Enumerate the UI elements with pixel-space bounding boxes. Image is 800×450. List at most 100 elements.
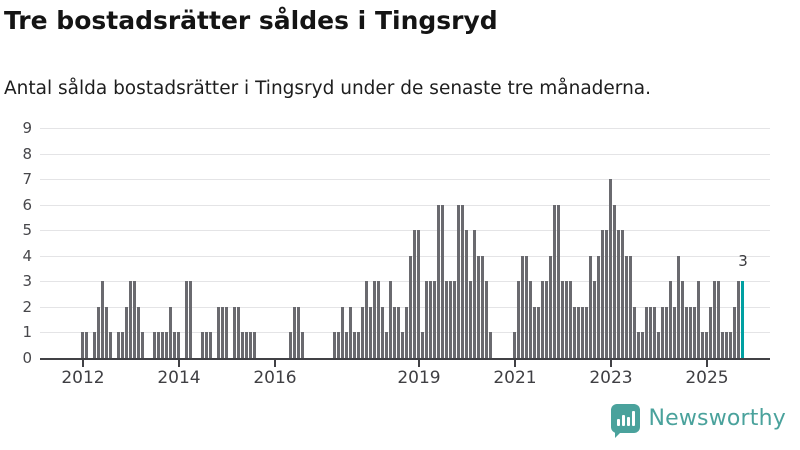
bar-2016-08	[301, 332, 304, 358]
bar-2024-04	[669, 281, 672, 358]
last-value-label: 3	[738, 252, 748, 270]
bar-2022-08	[589, 255, 592, 358]
bar-2018-03	[377, 281, 380, 358]
bar-2021-05	[529, 281, 532, 358]
bar-2016-07	[297, 306, 300, 358]
bar-2012-02	[85, 332, 88, 358]
y-axis-label-3: 3	[22, 272, 32, 291]
bar-2019-07	[441, 204, 444, 358]
bar-2023-05	[625, 255, 628, 358]
x-axis-label-2014: 2014	[157, 368, 201, 388]
gridline-y6	[40, 204, 770, 206]
x-axis-tick-2023	[610, 360, 612, 367]
bar-2025-08	[733, 306, 736, 358]
x-axis-tick-2016	[274, 360, 276, 367]
bar-2023-11	[649, 306, 652, 358]
bar-2019-08	[445, 281, 448, 358]
bar-2021-04	[525, 255, 528, 358]
bar-2013-11	[169, 306, 172, 358]
bar-2018-09	[401, 332, 404, 358]
bar-2020-05	[481, 255, 484, 358]
bar-2024-08	[685, 306, 688, 358]
gridline-y3	[40, 281, 770, 283]
bar-2022-03	[569, 281, 572, 358]
x-axis-label-2021: 2021	[493, 368, 537, 388]
y-axis-label-0: 0	[22, 349, 32, 367]
x-axis-line	[40, 358, 770, 360]
bar-2023-07	[633, 306, 636, 358]
bar-2019-02	[421, 332, 424, 358]
bar-2023-10	[645, 306, 648, 358]
bar-2017-12	[365, 281, 368, 358]
bar-2019-01	[417, 230, 420, 358]
bar-2023-03	[617, 230, 620, 358]
bar-2025-05	[721, 332, 724, 358]
bar-2018-01	[369, 306, 372, 358]
bar-2017-10	[357, 332, 360, 358]
bar-2013-02	[133, 281, 136, 358]
bar-2015-04	[237, 306, 240, 358]
x-axis-tick-2019	[418, 360, 420, 367]
bar-2022-01	[561, 281, 564, 358]
bar-2012-11	[121, 332, 124, 358]
x-axis-tick-2021	[514, 360, 516, 367]
bar-2018-07	[393, 306, 396, 358]
bar-2012-06	[101, 281, 104, 358]
gridline-y5	[40, 230, 770, 232]
bar-2020-07	[489, 332, 492, 358]
bar-2012-08	[109, 332, 112, 358]
bar-2013-04	[141, 332, 144, 358]
bar-2015-01	[225, 306, 228, 358]
bar-2022-07	[585, 306, 588, 358]
bar-2018-08	[397, 306, 400, 358]
bar-2025-03	[713, 281, 716, 358]
bar-2022-10	[597, 255, 600, 358]
bar-2013-10	[165, 332, 168, 358]
bar-2025-10	[741, 281, 744, 358]
bar-2025-01	[705, 332, 708, 358]
x-axis-label-2025: 2025	[685, 368, 729, 388]
bar-2021-02	[517, 281, 520, 358]
bar-2017-08	[349, 306, 352, 358]
bar-2021-09	[545, 281, 548, 358]
logo-bar-3	[627, 417, 631, 426]
bar-2018-05	[385, 332, 388, 358]
bar-2023-08	[637, 332, 640, 358]
bar-2014-07	[201, 332, 204, 358]
bar-2024-09	[689, 306, 692, 358]
bar-2019-06	[437, 204, 440, 358]
bar-2016-06	[293, 306, 296, 358]
bar-2023-04	[621, 230, 624, 358]
bar-2025-06	[725, 332, 728, 358]
bar-2025-02	[709, 306, 712, 358]
chart-title: Tre bostadsrätter såldes i Tingsryd	[4, 6, 498, 35]
bar-2013-07	[153, 332, 156, 358]
bar-2014-01	[177, 332, 180, 358]
newsworthy-logo-icon	[611, 404, 641, 438]
bar-2022-12	[605, 230, 608, 358]
bar-2022-11	[601, 230, 604, 358]
y-axis-label-8: 8	[22, 144, 32, 163]
bar-2024-12	[701, 332, 704, 358]
y-axis-label-5: 5	[22, 221, 32, 240]
x-axis-tick-2012	[82, 360, 84, 367]
gridline-y8	[40, 153, 770, 155]
bar-2013-12	[173, 332, 176, 358]
bar-2018-04	[381, 306, 384, 358]
bar-2014-08	[205, 332, 208, 358]
bar-2014-12	[221, 306, 224, 358]
logo-exclamation	[632, 411, 636, 426]
y-axis-label-6: 6	[22, 195, 32, 214]
bar-2022-04	[573, 306, 576, 358]
bar-2019-11	[457, 204, 460, 358]
bar-2021-10	[549, 255, 552, 358]
bar-2017-07	[345, 332, 348, 358]
bar-2015-03	[233, 306, 236, 358]
y-axis-label-7: 7	[22, 170, 32, 189]
bar-2021-01	[513, 332, 516, 358]
bar-2018-11	[409, 255, 412, 358]
logo-bar-1	[617, 419, 621, 426]
x-axis-label-2023: 2023	[589, 368, 633, 388]
